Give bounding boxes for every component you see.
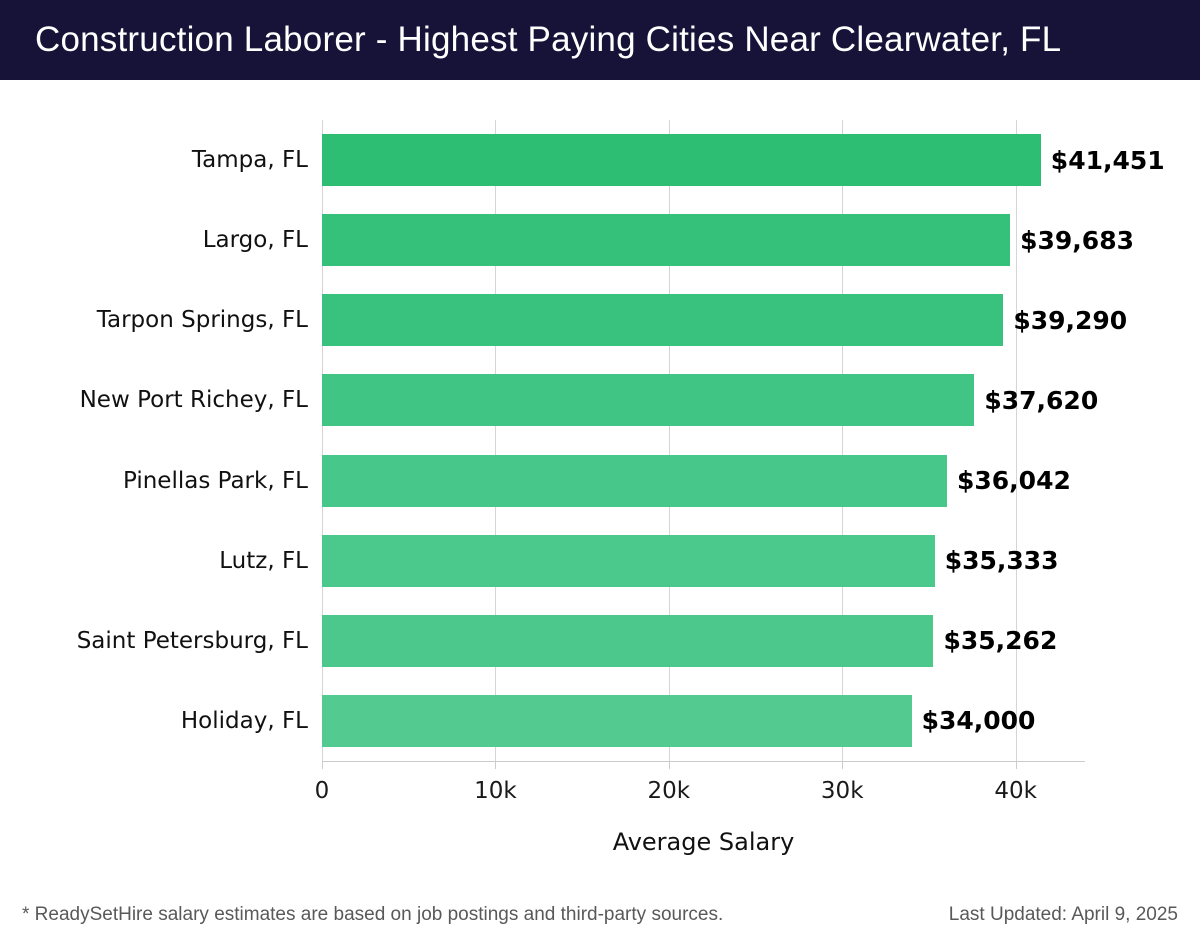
gridline	[1015, 120, 1017, 761]
bar-value-label: $34,000	[921, 706, 1036, 736]
bar-value-label: $35,262	[943, 626, 1058, 656]
bar-largo-fl	[322, 214, 1011, 267]
x-tick-label: 0	[314, 778, 330, 804]
bar-lutz-fl	[322, 534, 935, 587]
x-tick-label: 40k	[994, 778, 1037, 804]
bar-row: $34,000	[322, 681, 1085, 761]
x-tick-mark	[668, 761, 670, 769]
x-tick-mark	[1015, 761, 1017, 769]
bar-row: $37,620	[322, 360, 1098, 440]
bar-new-port-richey-fl	[322, 374, 975, 427]
bar-value-label: $41,451	[1050, 145, 1165, 175]
bar-value-label: $39,290	[1013, 305, 1128, 335]
gridline	[668, 120, 670, 761]
category-label: New Port Richey, FL	[79, 387, 308, 414]
last-updated: Last Updated: April 9, 2025	[948, 904, 1178, 925]
bar-value-label: $37,620	[984, 385, 1099, 415]
x-tick-mark	[842, 761, 844, 769]
x-tick-label: 30k	[820, 778, 864, 804]
gridline	[322, 120, 323, 761]
bar-row: $36,042	[322, 441, 1085, 521]
bar-saint-petersburg-fl	[322, 614, 934, 667]
bar-value-label: $39,683	[1020, 225, 1134, 255]
chart-footer: * ReadySetHire salary estimates are base…	[22, 904, 1178, 926]
bar-tarpon-springs-fl	[322, 294, 1004, 347]
bar-tampa-fl	[322, 134, 1041, 186]
bar-row: $39,290	[322, 280, 1127, 360]
plot-area: $41,451 $39,683 $39,290 $37,620 $36,042 $35,3…	[322, 120, 1165, 762]
chart-header: Construction Laborer - Highest Paying Ci…	[0, 0, 1200, 80]
category-label: Tampa, FL	[191, 147, 308, 174]
x-tick-label: 20k	[647, 778, 691, 804]
chart-area: Tampa, FL Largo, FL Tarpon Springs, FL New …	[0, 80, 1200, 928]
chart-title: Construction Laborer - Highest Paying Ci…	[35, 20, 1062, 59]
bar-value-label: $35,333	[944, 546, 1059, 576]
bar-value-label: $36,042	[957, 466, 1071, 496]
category-label: Pinellas Park, FL	[122, 467, 308, 494]
bar-row: $35,333	[322, 521, 1085, 601]
bar-row: $39,683	[322, 200, 1134, 280]
bar-pinellas-park-fl	[322, 454, 947, 507]
x-tick-mark	[495, 761, 497, 769]
gridline	[495, 120, 497, 761]
x-tick-label: 10k	[474, 778, 517, 804]
bar-row: $35,262	[322, 601, 1085, 681]
bar-holiday-fl	[322, 694, 912, 747]
x-tick-mark	[322, 761, 323, 769]
category-label: Lutz, FL	[219, 547, 308, 574]
gridline	[842, 120, 844, 761]
bar-row: $41,451	[322, 120, 1165, 200]
category-label: Largo, FL	[202, 227, 308, 254]
x-axis-label: Average Salary	[612, 828, 795, 856]
category-label: Saint Petersburg, FL	[76, 627, 308, 654]
category-label: Tarpon Springs, FL	[96, 307, 308, 334]
source-note: * ReadySetHire salary estimates are base…	[22, 904, 724, 925]
category-label: Holiday, FL	[180, 707, 308, 734]
